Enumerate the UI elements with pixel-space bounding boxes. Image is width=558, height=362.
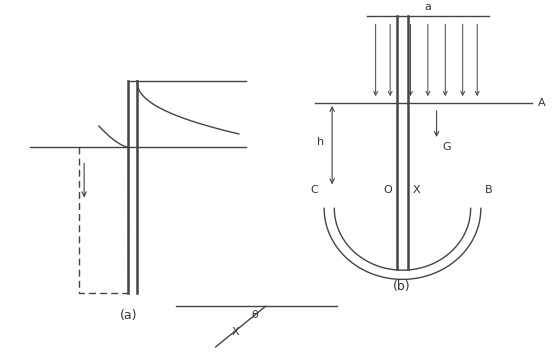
Text: X: X [232, 327, 239, 337]
Text: (b): (b) [393, 279, 411, 292]
Text: (a): (a) [119, 310, 137, 323]
Text: a: a [425, 2, 431, 12]
Text: B: B [485, 185, 493, 195]
Text: θ: θ [252, 310, 258, 320]
Text: C: C [311, 185, 319, 195]
Text: X: X [412, 185, 420, 195]
Text: A: A [538, 98, 546, 108]
Text: G: G [442, 143, 451, 152]
Text: O: O [383, 185, 392, 195]
Text: h: h [317, 138, 324, 147]
